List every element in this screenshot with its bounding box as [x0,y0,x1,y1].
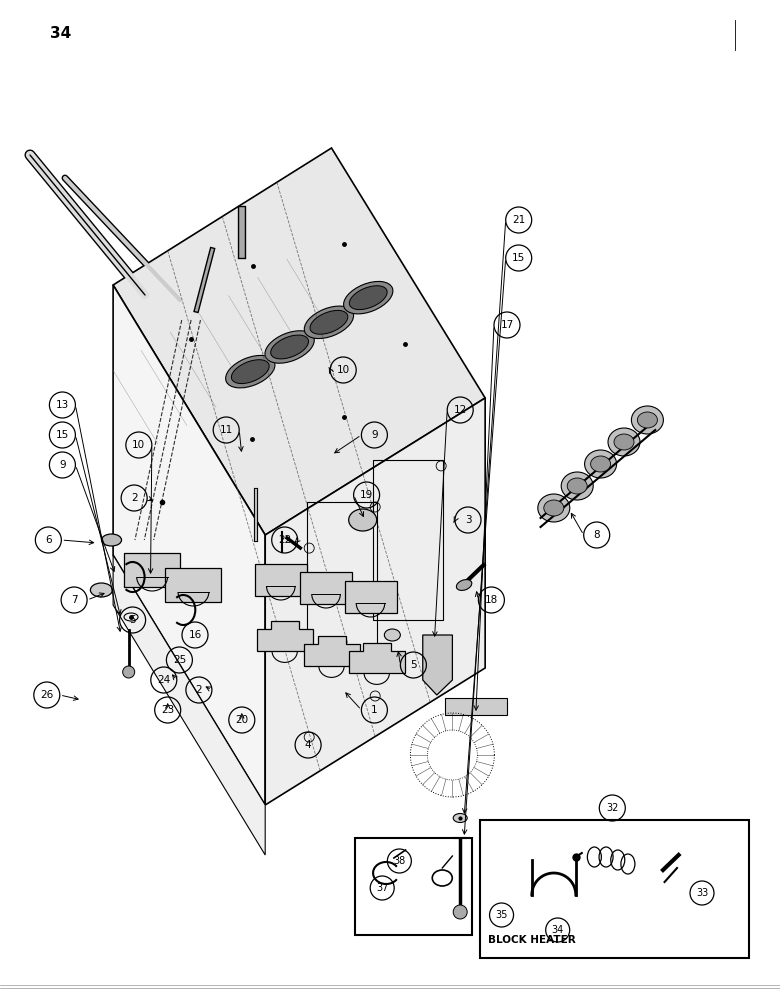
Polygon shape [255,564,307,596]
Polygon shape [113,148,485,535]
Ellipse shape [349,286,387,310]
Polygon shape [300,572,352,604]
Text: 13: 13 [56,400,69,410]
Text: 10: 10 [337,365,349,375]
Ellipse shape [561,472,594,500]
Polygon shape [124,553,180,587]
Text: 6: 6 [45,535,51,545]
Text: 2: 2 [131,493,137,503]
Text: 24: 24 [158,675,170,685]
Text: 9: 9 [59,460,66,470]
Text: 3: 3 [465,515,471,525]
Polygon shape [113,555,265,855]
Polygon shape [113,285,265,805]
Text: 33: 33 [696,888,708,898]
Text: 34: 34 [551,925,564,935]
Polygon shape [349,643,405,673]
Ellipse shape [265,331,314,363]
Text: 5: 5 [410,660,417,670]
Bar [480,820,749,958]
Ellipse shape [567,478,587,494]
Ellipse shape [544,500,564,516]
Ellipse shape [343,281,393,314]
Bar [355,838,472,935]
Text: 20: 20 [236,715,248,725]
Polygon shape [165,568,222,602]
Text: 10: 10 [133,440,145,450]
Text: 1: 1 [371,705,378,715]
Polygon shape [265,398,485,805]
Ellipse shape [453,814,467,822]
Text: 35: 35 [495,910,508,920]
Text: 2: 2 [196,685,202,695]
Text: 34: 34 [50,26,71,41]
Text: 5: 5 [129,615,136,625]
Text: 4: 4 [305,740,311,750]
Text: BLOCK HEATER: BLOCK HEATER [488,935,576,945]
Text: 26: 26 [41,690,53,700]
Polygon shape [445,698,507,715]
Text: 23: 23 [161,705,174,715]
Text: 18: 18 [485,595,498,605]
Polygon shape [345,581,396,613]
Ellipse shape [614,434,634,450]
Ellipse shape [232,360,269,384]
Ellipse shape [385,629,400,641]
Text: 15: 15 [512,253,525,263]
Ellipse shape [584,450,617,478]
Ellipse shape [349,509,377,531]
Polygon shape [303,636,360,666]
Ellipse shape [537,494,570,522]
Ellipse shape [90,583,112,597]
Text: 12: 12 [454,405,466,415]
Ellipse shape [304,306,353,339]
Text: 38: 38 [393,856,406,866]
Text: 21: 21 [512,215,525,225]
Polygon shape [423,635,452,695]
Text: 17: 17 [501,320,513,330]
Polygon shape [257,621,313,651]
Text: 11: 11 [220,425,232,435]
Ellipse shape [608,428,640,456]
Ellipse shape [225,355,275,388]
Text: 37: 37 [376,883,388,893]
Ellipse shape [631,406,664,434]
Circle shape [122,666,135,678]
Ellipse shape [101,534,122,546]
Text: 25: 25 [173,655,186,665]
Text: 19: 19 [360,490,373,500]
Text: 16: 16 [189,630,201,640]
Ellipse shape [271,335,309,359]
Text: 8: 8 [594,530,600,540]
Text: 32: 32 [606,803,619,813]
Ellipse shape [590,456,611,472]
Circle shape [453,905,467,919]
Text: 9: 9 [371,430,378,440]
Ellipse shape [637,412,658,428]
Text: 15: 15 [56,430,69,440]
Ellipse shape [310,310,348,334]
Text: 22: 22 [278,535,291,545]
Text: 7: 7 [71,595,77,605]
Ellipse shape [456,580,472,590]
